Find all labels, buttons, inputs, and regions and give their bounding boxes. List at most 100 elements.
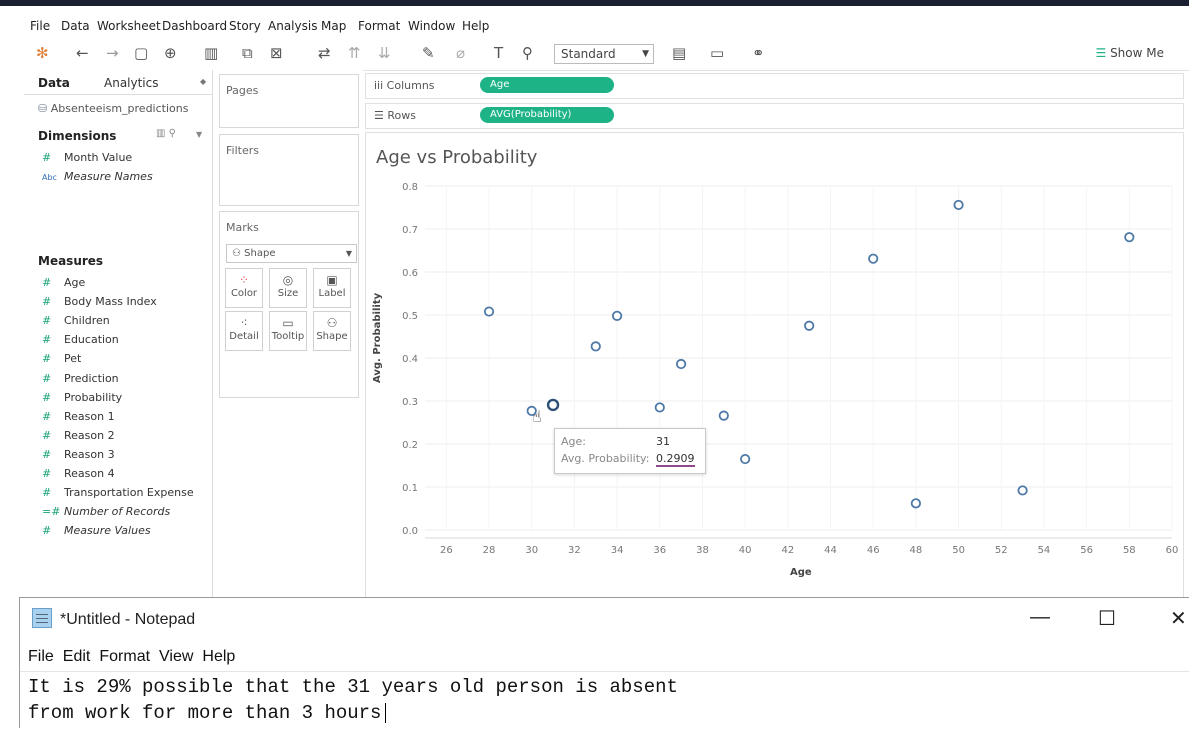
filters-shelf[interactable]: Filters — [219, 134, 359, 206]
measure-field[interactable]: # Reason 2 — [42, 429, 115, 442]
clear-sheet-icon[interactable]: ⊠ — [270, 44, 283, 62]
label-button[interactable]: ▣ Label — [313, 268, 351, 308]
sort-asc-icon[interactable]: ⇈ — [348, 44, 361, 62]
data-point[interactable] — [1017, 485, 1028, 496]
dimension-field[interactable]: # Month Value — [42, 151, 132, 164]
menu-data[interactable]: Data — [61, 19, 90, 33]
chart-title: Age vs Probability — [376, 147, 538, 168]
menu-story[interactable]: Story — [229, 19, 261, 33]
shape-button[interactable]: ⚇ Shape — [313, 311, 351, 351]
close-icon[interactable]: ✕ — [1170, 608, 1187, 630]
notepad-menu-help[interactable]: Help — [202, 648, 236, 665]
redo-icon[interactable]: → — [106, 44, 119, 62]
data-point[interactable] — [804, 320, 815, 331]
data-point[interactable] — [718, 410, 729, 421]
detail-button[interactable]: ⁖ Detail — [225, 311, 263, 351]
data-point[interactable] — [654, 402, 665, 413]
tooltip-icon: ▭ — [282, 316, 294, 330]
data-point[interactable] — [526, 405, 537, 416]
show-me-button[interactable]: ☰ Show Me — [1095, 46, 1164, 60]
datasource[interactable]: ⛁ Absenteeism_predictions — [38, 102, 188, 115]
data-point[interactable] — [611, 310, 623, 321]
measure-field[interactable]: # Reason 1 — [42, 410, 115, 423]
menu-worksheet[interactable]: Worksheet — [97, 19, 161, 33]
group-icon[interactable]: ⌀ — [456, 44, 466, 62]
notepad-menu: File Edit Format View Help — [28, 648, 244, 666]
data-point[interactable] — [590, 341, 601, 352]
age-pill[interactable]: Age — [480, 77, 614, 93]
dimension-field[interactable]: Abc Measure Names — [42, 170, 153, 183]
label-icon[interactable]: T — [494, 44, 504, 62]
data-point[interactable] — [910, 498, 921, 509]
minimize-icon[interactable]: — — [1030, 606, 1050, 628]
show-labels-icon[interactable]: ▤ — [672, 44, 687, 62]
data-point[interactable] — [868, 253, 879, 264]
menu-file[interactable]: File — [30, 19, 51, 33]
measure-field[interactable]: # Prediction — [42, 372, 119, 385]
datasource-name: Absenteeism_predictions — [50, 102, 189, 115]
share-icon[interactable]: ⚭ — [752, 44, 765, 62]
menu-format[interactable]: Format — [358, 19, 401, 33]
menu-window[interactable]: Window — [408, 19, 456, 33]
measure-field[interactable]: # Children — [42, 314, 110, 327]
number-type-icon: # — [42, 295, 52, 309]
measure-field[interactable]: # Reason 4 — [42, 467, 115, 480]
size-button[interactable]: ◎ Size — [269, 268, 307, 308]
notepad-menu-format[interactable]: Format — [99, 648, 151, 665]
columns-shelf[interactable]: iii Columns Age — [365, 73, 1184, 99]
menu-bar: File Data Worksheet Dashboard Story Analysis M… — [24, 15, 1189, 37]
measure-field[interactable]: # Pet — [42, 352, 81, 365]
swap-icon[interactable]: ⇄ — [318, 44, 331, 62]
measure-field[interactable]: # Age — [42, 276, 85, 289]
view-icon[interactable]: ▥ ⚲ — [156, 128, 176, 139]
menu-analysis[interactable]: Analysis — [268, 19, 318, 33]
save-icon[interactable]: ▢ — [134, 44, 149, 62]
duplicate-icon[interactable]: ⧉ — [242, 44, 253, 62]
pin-icon[interactable]: ⚲ — [522, 44, 533, 62]
sort-desc-icon[interactable]: ⇊ — [378, 44, 391, 62]
fit-dropdown-label: Standard — [561, 47, 616, 61]
tab-analytics[interactable]: Analytics — [104, 76, 159, 90]
measure-field[interactable]: # Education — [42, 333, 119, 346]
notepad-text-area[interactable]: It is 29% possible that the 31 years old… — [20, 671, 1189, 729]
notepad-menu-view[interactable]: View — [159, 648, 194, 665]
measure-field[interactable]: # Measure Values — [42, 524, 151, 537]
data-point[interactable] — [483, 306, 495, 317]
menu-map[interactable]: Map — [321, 19, 347, 33]
new-worksheet-icon[interactable]: ▥ — [204, 44, 219, 62]
data-point[interactable] — [676, 358, 687, 370]
measure-field[interactable]: # Reason 3 — [42, 448, 115, 461]
menu-help[interactable]: Help — [462, 19, 490, 33]
tooltip-button[interactable]: ▭ Tooltip — [269, 311, 307, 351]
new-datasource-icon[interactable]: ⊕ — [164, 44, 177, 62]
data-point[interactable] — [1124, 232, 1135, 243]
tab-data[interactable]: Data — [38, 76, 70, 90]
notepad-menu-edit[interactable]: Edit — [62, 648, 91, 665]
data-point[interactable] — [740, 453, 751, 465]
pane-menu-icon[interactable]: ◆ — [200, 77, 207, 86]
notepad-menu-file[interactable]: File — [28, 648, 54, 665]
tableau-logo-icon[interactable]: ✻ — [36, 44, 49, 62]
measure-field[interactable]: # Body Mass Index — [42, 295, 157, 308]
avg-probability-pill[interactable]: AVG(Probability) — [480, 107, 614, 123]
highlight-icon[interactable]: ✎ — [422, 44, 435, 62]
x-tick-label: 40 — [739, 545, 752, 556]
measure-field[interactable]: # Probability — [42, 391, 122, 404]
data-point[interactable] — [953, 199, 964, 211]
undo-icon[interactable]: ← — [76, 44, 89, 62]
measure-field[interactable]: # Transportation Expense — [42, 486, 194, 499]
dimensions-menu-icon[interactable]: ▼ — [196, 130, 203, 139]
number-type-icon: # — [42, 447, 52, 461]
color-button[interactable]: ⁘ Color — [225, 268, 263, 308]
mark-type-dropdown[interactable]: ⚇ Shape ▼ — [226, 244, 357, 263]
menu-dashboard[interactable]: Dashboard — [162, 19, 228, 33]
maximize-icon[interactable]: ☐ — [1098, 608, 1116, 630]
field-label: Reason 4 — [64, 467, 115, 480]
rows-label: ☰ Rows — [374, 109, 416, 122]
rows-shelf[interactable]: ☰ Rows AVG(Probability) — [365, 103, 1184, 129]
pages-shelf[interactable]: Pages — [219, 74, 359, 128]
presentation-icon[interactable]: ▭ — [710, 44, 725, 62]
measure-field[interactable]: =# Number of Records — [42, 505, 170, 518]
fit-dropdown[interactable]: Standard ▼ — [554, 44, 654, 64]
data-point[interactable] — [546, 398, 560, 412]
